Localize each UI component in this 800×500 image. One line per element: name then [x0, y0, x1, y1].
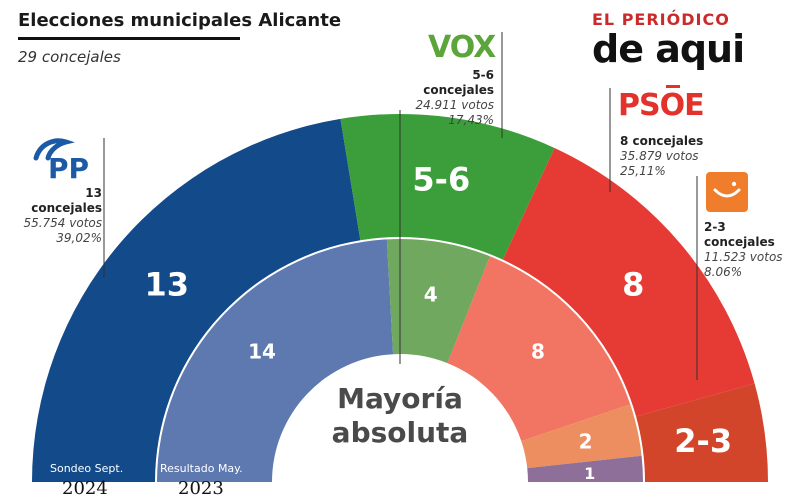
psoe-pct: 25,11% [620, 164, 666, 178]
2023-label-up: 1 [584, 464, 595, 483]
psoe-accent-bar [666, 85, 680, 88]
2024-label-vox: 5-6 [412, 160, 470, 198]
leader-lines [103, 32, 698, 380]
2024-label-psoe: 8 [622, 265, 644, 303]
compromis-votes: 11.523 votos [704, 250, 783, 264]
center-label-line2: absoluta [332, 416, 469, 449]
outer-ring-2024 [32, 114, 768, 482]
psoe-votes: 35.879 votos [620, 149, 699, 163]
pp-logo-text: PP [48, 152, 89, 182]
page-title: Elecciones municipales Alicante [18, 10, 342, 31]
2024-segment-psoe [502, 148, 755, 417]
2024-segment-vox [340, 114, 555, 260]
2023-segment-vox [386, 239, 490, 364]
title-underline [18, 37, 240, 40]
2024-segment-pp [32, 118, 361, 482]
pp-info: 13 concejales 55.754 votos 39,02% [22, 186, 102, 246]
2023-segment-compromís [521, 404, 642, 469]
vox-logo: VOX [428, 30, 496, 65]
compromis-smile-icon [706, 172, 748, 212]
pp-seagull-icon: PP [33, 138, 89, 182]
2023-label-vox: 4 [424, 283, 438, 307]
2023-label-psoe: 8 [531, 340, 545, 364]
page-subtitle: 29 concejales [18, 48, 121, 66]
pp-votes: 55.754 votos [23, 216, 102, 230]
compromis-seats: 2-3 concejales [704, 220, 775, 249]
vox-pct: 17,43% [448, 113, 494, 127]
2023-segment-pp [157, 239, 394, 482]
pp-pct: 39,02% [56, 231, 102, 245]
pp-seats: 13 concejales [31, 186, 102, 215]
inner-ring-2023 [157, 239, 643, 482]
segment-labels: 13 5-6 8 2-3 14 4 8 2 1 [145, 160, 733, 483]
vox-seats: 5-6 concejales [423, 68, 494, 97]
2023-segment-up [527, 455, 643, 482]
2024-label-compromís: 2-3 [674, 422, 732, 460]
vox-info: 5-6 concejales 24.911 votos 17,43% [398, 68, 494, 128]
brand-top: EL PERIÓDICO [592, 10, 730, 29]
compromis-info: 2-3 concejales 11.523 votos 8.06% [704, 220, 796, 280]
center-label-line1: Mayoría [337, 382, 463, 415]
psoe-logo: PSOE [618, 88, 705, 123]
2024-segment-compromís [636, 383, 768, 482]
outer-ring-label: Sondeo Sept. [50, 462, 124, 475]
brand-main: de aqui [592, 27, 745, 71]
newspaper-logo: EL PERIÓDICO de aqui [592, 10, 788, 70]
vox-votes: 24.911 votos [415, 98, 494, 112]
psoe-seats: 8 concejales [620, 134, 704, 148]
compromis-pct: 8.06% [704, 265, 743, 279]
year-2024: 2024 [62, 478, 108, 499]
psoe-info: 8 concejales 35.879 votos 25,11% [620, 134, 730, 179]
year-2023: 2023 [178, 478, 224, 499]
2023-segment-psoe [447, 256, 631, 442]
inner-ring-label: Resultado May. [160, 462, 243, 475]
2024-label-pp: 13 [145, 265, 190, 303]
2023-label-compromís: 2 [579, 429, 593, 453]
2023-label-pp: 14 [248, 340, 276, 364]
